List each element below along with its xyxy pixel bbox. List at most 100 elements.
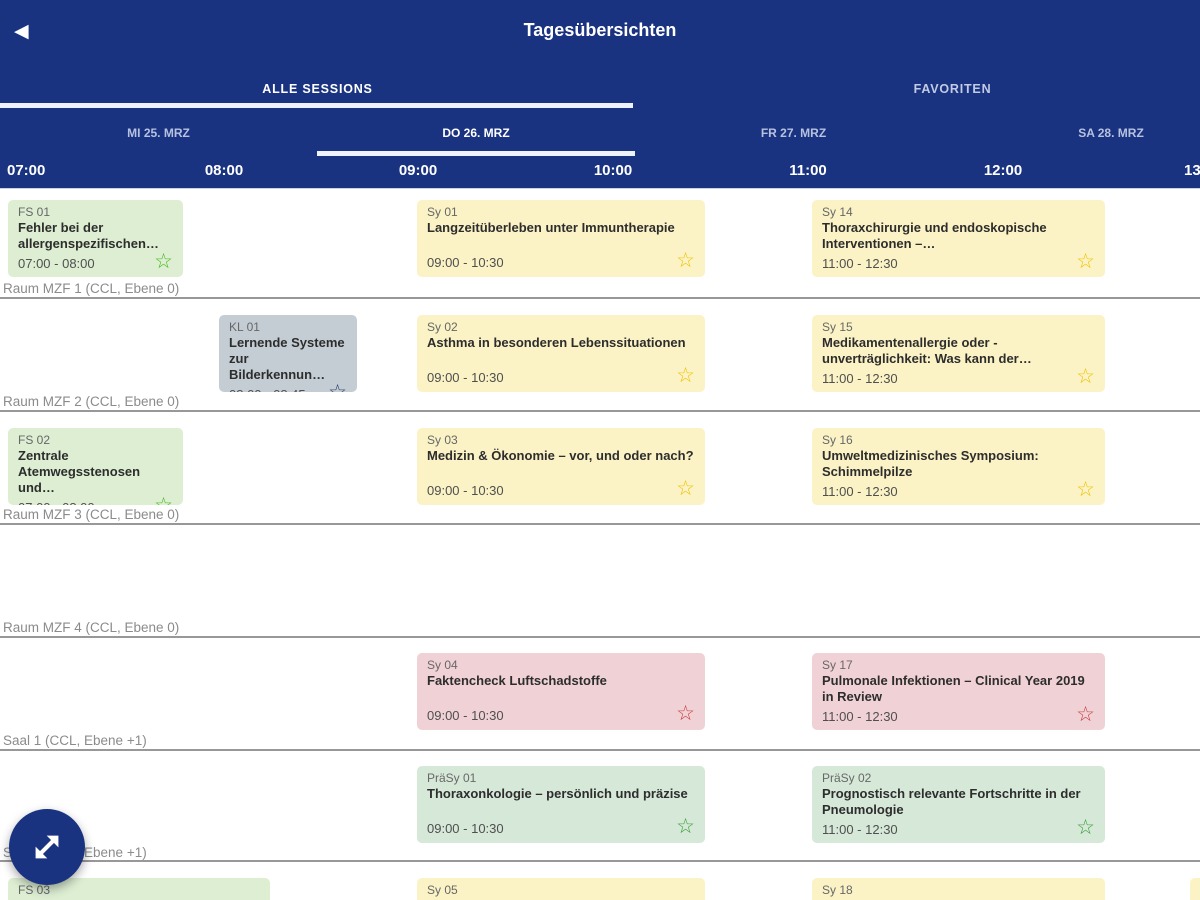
session-card-praesy01[interactable]: PräSy 01 Thoraxonkologie – persönlich un… — [417, 766, 705, 843]
date-tab-fr-27[interactable]: FR 27. MRZ — [635, 123, 952, 143]
favorite-star-icon[interactable]: ☆ — [1076, 816, 1095, 839]
favorite-star-icon[interactable]: ☆ — [676, 364, 695, 387]
session-card-sy18[interactable]: Sy 18 — [812, 878, 1105, 900]
time-tick-1000: 10:00 — [593, 162, 633, 179]
favorite-star-icon[interactable]: ☆ — [328, 382, 347, 392]
favorite-star-icon[interactable]: ☆ — [1076, 478, 1095, 501]
date-tab-label: SA 28. MRZ — [1078, 126, 1144, 140]
active-tab-underline — [0, 103, 633, 108]
session-time: 07:00 - 08:00 — [18, 256, 95, 271]
session-title: Asthma in besonderen Lebenssituationen — [427, 335, 686, 350]
session-code: FS 02 — [18, 433, 51, 447]
session-card-kl01[interactable]: KL 01 Lernende Systeme zur Bilderkennun…… — [219, 315, 357, 392]
session-code: Sy 14 — [822, 205, 853, 219]
session-code: Sy 18 — [822, 883, 853, 897]
tab-alle-sessions[interactable]: ALLE SESSIONS — [0, 78, 635, 100]
favorite-star-icon[interactable]: ☆ — [1076, 703, 1095, 726]
tab-favoriten[interactable]: FAVORITEN — [635, 78, 1200, 100]
time-tick-0700: 07:00 — [7, 162, 46, 179]
session-card-sy01[interactable]: Sy 01 Langzeitüberleben unter Immunthera… — [417, 200, 705, 277]
session-card-sy05[interactable]: Sy 05 — [417, 878, 705, 900]
expand-diagonal-icon — [35, 835, 59, 859]
date-tab-sa-28[interactable]: SA 28. MRZ — [952, 123, 1200, 143]
session-time: 09:00 - 10:30 — [427, 255, 504, 270]
session-time: 09:00 - 10:30 — [427, 483, 504, 498]
favorite-star-icon[interactable]: ☆ — [676, 815, 695, 838]
active-date-underline — [317, 151, 635, 156]
session-code: Sy 03 — [427, 433, 458, 447]
session-card-partial[interactable] — [1190, 878, 1200, 900]
back-button[interactable]: ◀ — [14, 16, 48, 48]
favorite-star-icon[interactable]: ☆ — [1076, 250, 1095, 273]
session-code: Sy 15 — [822, 320, 853, 334]
session-card-fs03[interactable]: FS 03 — [8, 878, 270, 900]
room-label: Raum MZF 4 (CCL, Ebene 0) — [3, 620, 180, 635]
back-arrow-icon: ◀ — [14, 21, 29, 42]
time-tick-0800: 08:00 — [204, 162, 244, 179]
row-divider — [0, 749, 1200, 751]
session-card-sy15[interactable]: Sy 15 Medikamentenallergie oder -unvertr… — [812, 315, 1105, 392]
session-code: Sy 01 — [427, 205, 458, 219]
date-tab-mi-25[interactable]: MI 25. MRZ — [0, 123, 317, 143]
session-title: Thoraxchirurgie und endoskopische Interv… — [822, 220, 1047, 251]
session-code: Sy 05 — [427, 883, 458, 897]
session-time: 11:00 - 12:30 — [822, 371, 898, 386]
session-time: 07:00 - 08:00 — [18, 500, 95, 505]
favorite-star-icon[interactable]: ☆ — [676, 702, 695, 725]
session-card-sy17[interactable]: Sy 17 Pulmonale Infektionen – Clinical Y… — [812, 653, 1105, 730]
session-time: 08:00 - 08:45 — [229, 387, 306, 392]
row-divider — [0, 410, 1200, 412]
row-divider — [0, 523, 1200, 525]
favorite-star-icon[interactable]: ☆ — [676, 249, 695, 272]
session-title: Medizin & Ökonomie – vor, und oder nach? — [427, 448, 694, 463]
session-card-sy02[interactable]: Sy 02 Asthma in besonderen Lebenssituati… — [417, 315, 705, 392]
date-tab-label: DO 26. MRZ — [442, 126, 510, 140]
session-card-fs02[interactable]: FS 02 Zentrale Atemwegsstenosen und… 07:… — [8, 428, 183, 505]
tab-label: ALLE SESSIONS — [262, 82, 373, 96]
session-time: 09:00 - 10:30 — [427, 821, 504, 836]
date-tab-do-26[interactable]: DO 26. MRZ — [317, 123, 635, 143]
session-time: 11:00 - 12:30 — [822, 709, 898, 724]
session-code: Sy 16 — [822, 433, 853, 447]
session-code: PräSy 02 — [822, 771, 872, 785]
session-card-sy03[interactable]: Sy 03 Medizin & Ökonomie – vor, und oder… — [417, 428, 705, 505]
favorite-star-icon[interactable]: ☆ — [154, 250, 173, 273]
favorite-star-icon[interactable]: ☆ — [1076, 365, 1095, 388]
session-time: 09:00 - 10:30 — [427, 708, 504, 723]
time-tick-1200: 12:00 — [983, 162, 1023, 179]
session-title: Pulmonale Infektionen – Clinical Year 20… — [822, 673, 1085, 704]
date-tab-label: MI 25. MRZ — [127, 126, 190, 140]
row-divider — [0, 297, 1200, 299]
session-card-sy14[interactable]: Sy 14 Thoraxchirurgie und endoskopische … — [812, 200, 1105, 277]
room-label: Raum MZF 2 (CCL, Ebene 0) — [3, 394, 180, 409]
time-tick-1100: 11:00 — [789, 162, 827, 179]
session-code: Sy 02 — [427, 320, 458, 334]
session-card-sy16[interactable]: Sy 16 Umweltmedizinisches Symposium: Sch… — [812, 428, 1105, 505]
session-code: FS 03 — [18, 883, 51, 897]
session-card-praesy02[interactable]: PräSy 02 Prognostisch relevante Fortschr… — [812, 766, 1105, 843]
room-label: Raum MZF 3 (CCL, Ebene 0) — [3, 507, 180, 522]
session-code: FS 01 — [18, 205, 51, 219]
session-title: Langzeitüberleben unter Immuntherapie — [427, 220, 675, 235]
session-time: 09:00 - 10:30 — [427, 370, 504, 385]
session-card-sy04[interactable]: Sy 04 Faktencheck Luftschadstoffe 09:00 … — [417, 653, 705, 730]
session-code: PräSy 01 — [427, 771, 477, 785]
session-code: Sy 17 — [822, 658, 853, 672]
session-title: Fehler bei der allergenspezifischen… — [18, 220, 159, 251]
header: ◀ Tagesübersichten ALLE SESSIONS FAVORIT… — [0, 0, 1200, 189]
page-title: Tagesübersichten — [523, 20, 677, 40]
favorite-star-icon[interactable]: ☆ — [154, 495, 173, 505]
room-label: Raum MZF 1 (CCL, Ebene 0) — [3, 281, 180, 296]
expand-fab-button[interactable] — [9, 809, 85, 885]
session-time: 11:00 - 12:30 — [822, 822, 898, 837]
session-title: Faktencheck Luftschadstoffe — [427, 673, 607, 688]
favorite-star-icon[interactable]: ☆ — [676, 477, 695, 500]
time-tick-1300: 13:00 — [1184, 162, 1200, 179]
tab-label: FAVORITEN — [913, 82, 992, 96]
session-time: 11:00 - 12:30 — [822, 484, 898, 499]
session-title: Zentrale Atemwegsstenosen und… — [18, 448, 141, 495]
session-title: Umweltmedizinisches Symposium: Schimmelp… — [822, 448, 1039, 479]
date-tab-label: FR 27. MRZ — [760, 126, 827, 140]
session-card-fs01[interactable]: FS 01 Fehler bei der allergenspezifische… — [8, 200, 183, 277]
session-time: 11:00 - 12:30 — [822, 256, 898, 271]
